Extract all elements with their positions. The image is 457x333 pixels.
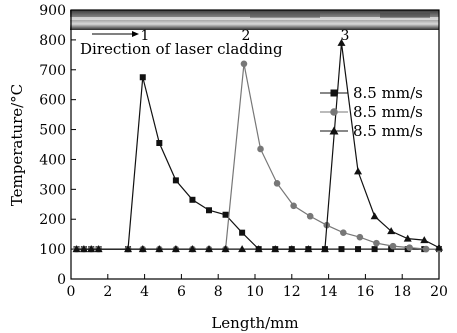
- data-point: [206, 207, 212, 214]
- data-point: [422, 245, 430, 253]
- direction-label: Direction of laser cladding: [80, 40, 283, 58]
- x-tick-label: 12: [283, 284, 301, 300]
- y-tick-label: 400: [39, 152, 66, 168]
- series-3: [72, 38, 443, 253]
- legend-label-1: 8.5 mm/s: [353, 84, 423, 102]
- data-point: [189, 196, 196, 203]
- x-tick-label: 10: [246, 284, 264, 300]
- y-tick-label: 900: [39, 3, 66, 19]
- y-tick-label: 800: [39, 33, 66, 49]
- data-point: [124, 245, 133, 253]
- y-tick-label: 100: [39, 242, 66, 258]
- track-marker-3: 3: [341, 28, 350, 44]
- data-point: [420, 236, 429, 244]
- x-tick-label: 18: [393, 284, 411, 300]
- legend-triangle-marker-icon: [329, 126, 339, 135]
- data-point: [387, 227, 396, 235]
- data-point: [94, 245, 103, 253]
- data-point: [72, 245, 81, 253]
- data-point: [304, 245, 313, 253]
- direction-annotation: Direction of laser cladding 1 2 3: [80, 28, 349, 58]
- data-point: [356, 233, 364, 241]
- y-tick-label: 500: [39, 123, 66, 139]
- x-tick-label: 8: [214, 284, 223, 300]
- data-point: [156, 140, 163, 147]
- track-marker-1: 1: [141, 28, 150, 44]
- data-point: [238, 245, 247, 253]
- data-point: [354, 167, 363, 175]
- y-tick-label: 600: [39, 93, 66, 109]
- x-tick-label: 4: [140, 284, 149, 300]
- legend-label-2: 8.5 mm/s: [353, 103, 423, 121]
- data-point: [340, 229, 347, 236]
- data-point: [205, 245, 213, 253]
- data-point: [257, 145, 264, 153]
- x-tick-label: 16: [356, 284, 374, 300]
- data-point: [222, 211, 229, 218]
- data-point: [254, 245, 263, 253]
- y-tick-label: 200: [39, 212, 66, 228]
- data-point: [287, 245, 296, 253]
- x-tick-label: 0: [67, 284, 76, 300]
- data-point: [371, 246, 378, 253]
- data-point: [306, 212, 314, 220]
- x-tick-label: 6: [177, 284, 186, 300]
- data-point: [139, 74, 146, 81]
- legend-square-marker-icon: [330, 89, 338, 97]
- y-tick-label: 0: [57, 272, 66, 288]
- data-point: [155, 245, 164, 253]
- data-point: [406, 244, 413, 251]
- data-point: [435, 243, 443, 251]
- data-point: [373, 239, 380, 247]
- x-tick-label: 2: [103, 284, 112, 300]
- legend-label-3: 8.5 mm/s: [353, 122, 423, 140]
- data-point: [403, 234, 412, 242]
- series-layer: [72, 38, 443, 253]
- data-point: [271, 245, 280, 253]
- direction-arrow-head-icon: [132, 31, 139, 37]
- data-point: [388, 246, 395, 253]
- y-tick-label: 700: [39, 63, 66, 79]
- data-point: [338, 246, 345, 253]
- data-point: [273, 180, 281, 187]
- data-point: [171, 245, 180, 253]
- data-point: [389, 242, 397, 250]
- x-tick-label: 20: [430, 284, 448, 300]
- legend: 8.5 mm/s 8.5 mm/s 8.5 mm/s: [320, 84, 423, 140]
- data-point: [172, 177, 179, 184]
- cladding-track-photo: [70, 10, 439, 30]
- data-point: [239, 229, 246, 236]
- legend-circle-marker-icon: [330, 108, 338, 116]
- data-point: [79, 245, 88, 253]
- data-point: [355, 246, 362, 253]
- y-axis-title: Temperature/°C: [8, 84, 26, 206]
- x-axis-title: Length/mm: [211, 314, 298, 332]
- legend-item-2: 8.5 mm/s: [320, 103, 423, 121]
- data-point: [87, 245, 96, 253]
- y-tick-label: 300: [39, 182, 66, 198]
- legend-item-3: 8.5 mm/s: [320, 122, 423, 140]
- axes: 0 2 4 6 8 10 12 14 16 18 2001002003004005006007008…: [39, 3, 448, 300]
- data-point: [240, 60, 248, 68]
- data-point: [370, 212, 379, 220]
- legend-item-1: 8.5 mm/s: [320, 84, 423, 102]
- data-point: [337, 38, 346, 46]
- data-point: [188, 245, 197, 253]
- data-point: [290, 202, 297, 210]
- data-point: [221, 245, 230, 253]
- data-point: [138, 245, 147, 253]
- data-point: [320, 245, 329, 253]
- track-marker-2: 2: [242, 28, 251, 44]
- x-tick-label: 14: [320, 284, 338, 300]
